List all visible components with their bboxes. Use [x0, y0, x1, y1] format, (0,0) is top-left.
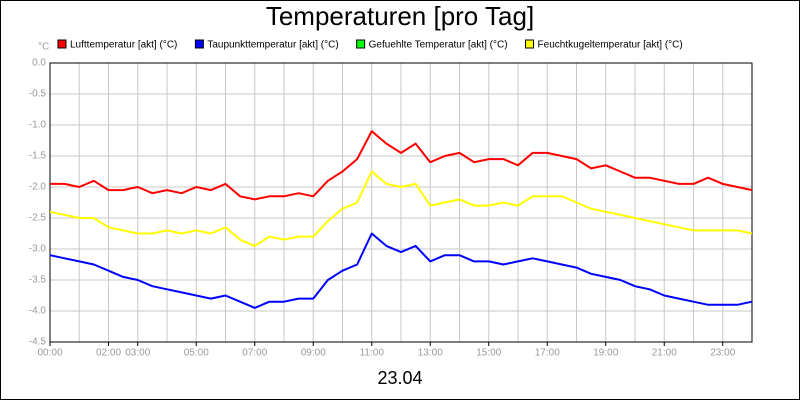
x-tick-label: 23:00: [710, 348, 735, 359]
legend-swatch: [356, 39, 366, 49]
x-tick-label: 03:00: [125, 348, 150, 359]
legend-label: Lufttemperatur [akt] (°C): [70, 40, 177, 51]
x-tick-label: 09:00: [301, 348, 326, 359]
x-tick-label: 13:00: [418, 348, 443, 359]
series-line: [50, 130, 753, 201]
series-line: [49, 232, 753, 309]
y-tick-label: -3.0: [29, 244, 47, 255]
legend-swatch: [57, 39, 67, 49]
x-tick-label: 11:00: [360, 348, 385, 359]
x-tick-label: 17:00: [535, 348, 560, 359]
y-tick-label: -2.5: [29, 213, 47, 224]
x-tick-label: 15:00: [476, 348, 501, 359]
x-tick-label: 05:00: [184, 348, 209, 359]
x-tick-label: 21:00: [652, 348, 677, 359]
series-line: [49, 170, 753, 247]
y-unit: °C: [38, 42, 49, 53]
y-tick-label: -4.5: [29, 337, 47, 348]
y-tick-label: 0.0: [32, 58, 46, 69]
legend-label: Feuchtkugeltemperatur [akt] (°C): [538, 40, 683, 51]
legend-swatch: [525, 39, 535, 49]
x-tick-label: 02:00: [96, 348, 121, 359]
x-axis-label: 23.04: [377, 368, 422, 388]
y-tick-label: -3.5: [29, 275, 47, 286]
x-tick-label: 19:00: [593, 348, 618, 359]
y-tick-label: -1.0: [29, 120, 47, 131]
legend-swatch: [194, 39, 204, 49]
x-tick-label: 00:00: [37, 348, 62, 359]
legend-label: Gefuehlte Temperatur [akt] (°C): [369, 40, 508, 51]
y-tick-label: -2.0: [29, 182, 47, 193]
y-tick-label: -4.0: [29, 306, 47, 317]
legend-label: Taupunkttemperatur [akt] (°C): [207, 40, 338, 51]
y-tick-label: -1.5: [29, 151, 47, 162]
y-tick-label: -0.5: [29, 89, 47, 100]
x-tick-label: 07:00: [242, 348, 267, 359]
chart-title: Temperaturen [pro Tag]: [266, 1, 534, 31]
plot-frame: [49, 62, 753, 343]
